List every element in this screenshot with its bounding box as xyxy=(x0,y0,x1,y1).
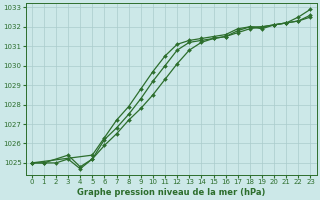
X-axis label: Graphe pression niveau de la mer (hPa): Graphe pression niveau de la mer (hPa) xyxy=(77,188,265,197)
